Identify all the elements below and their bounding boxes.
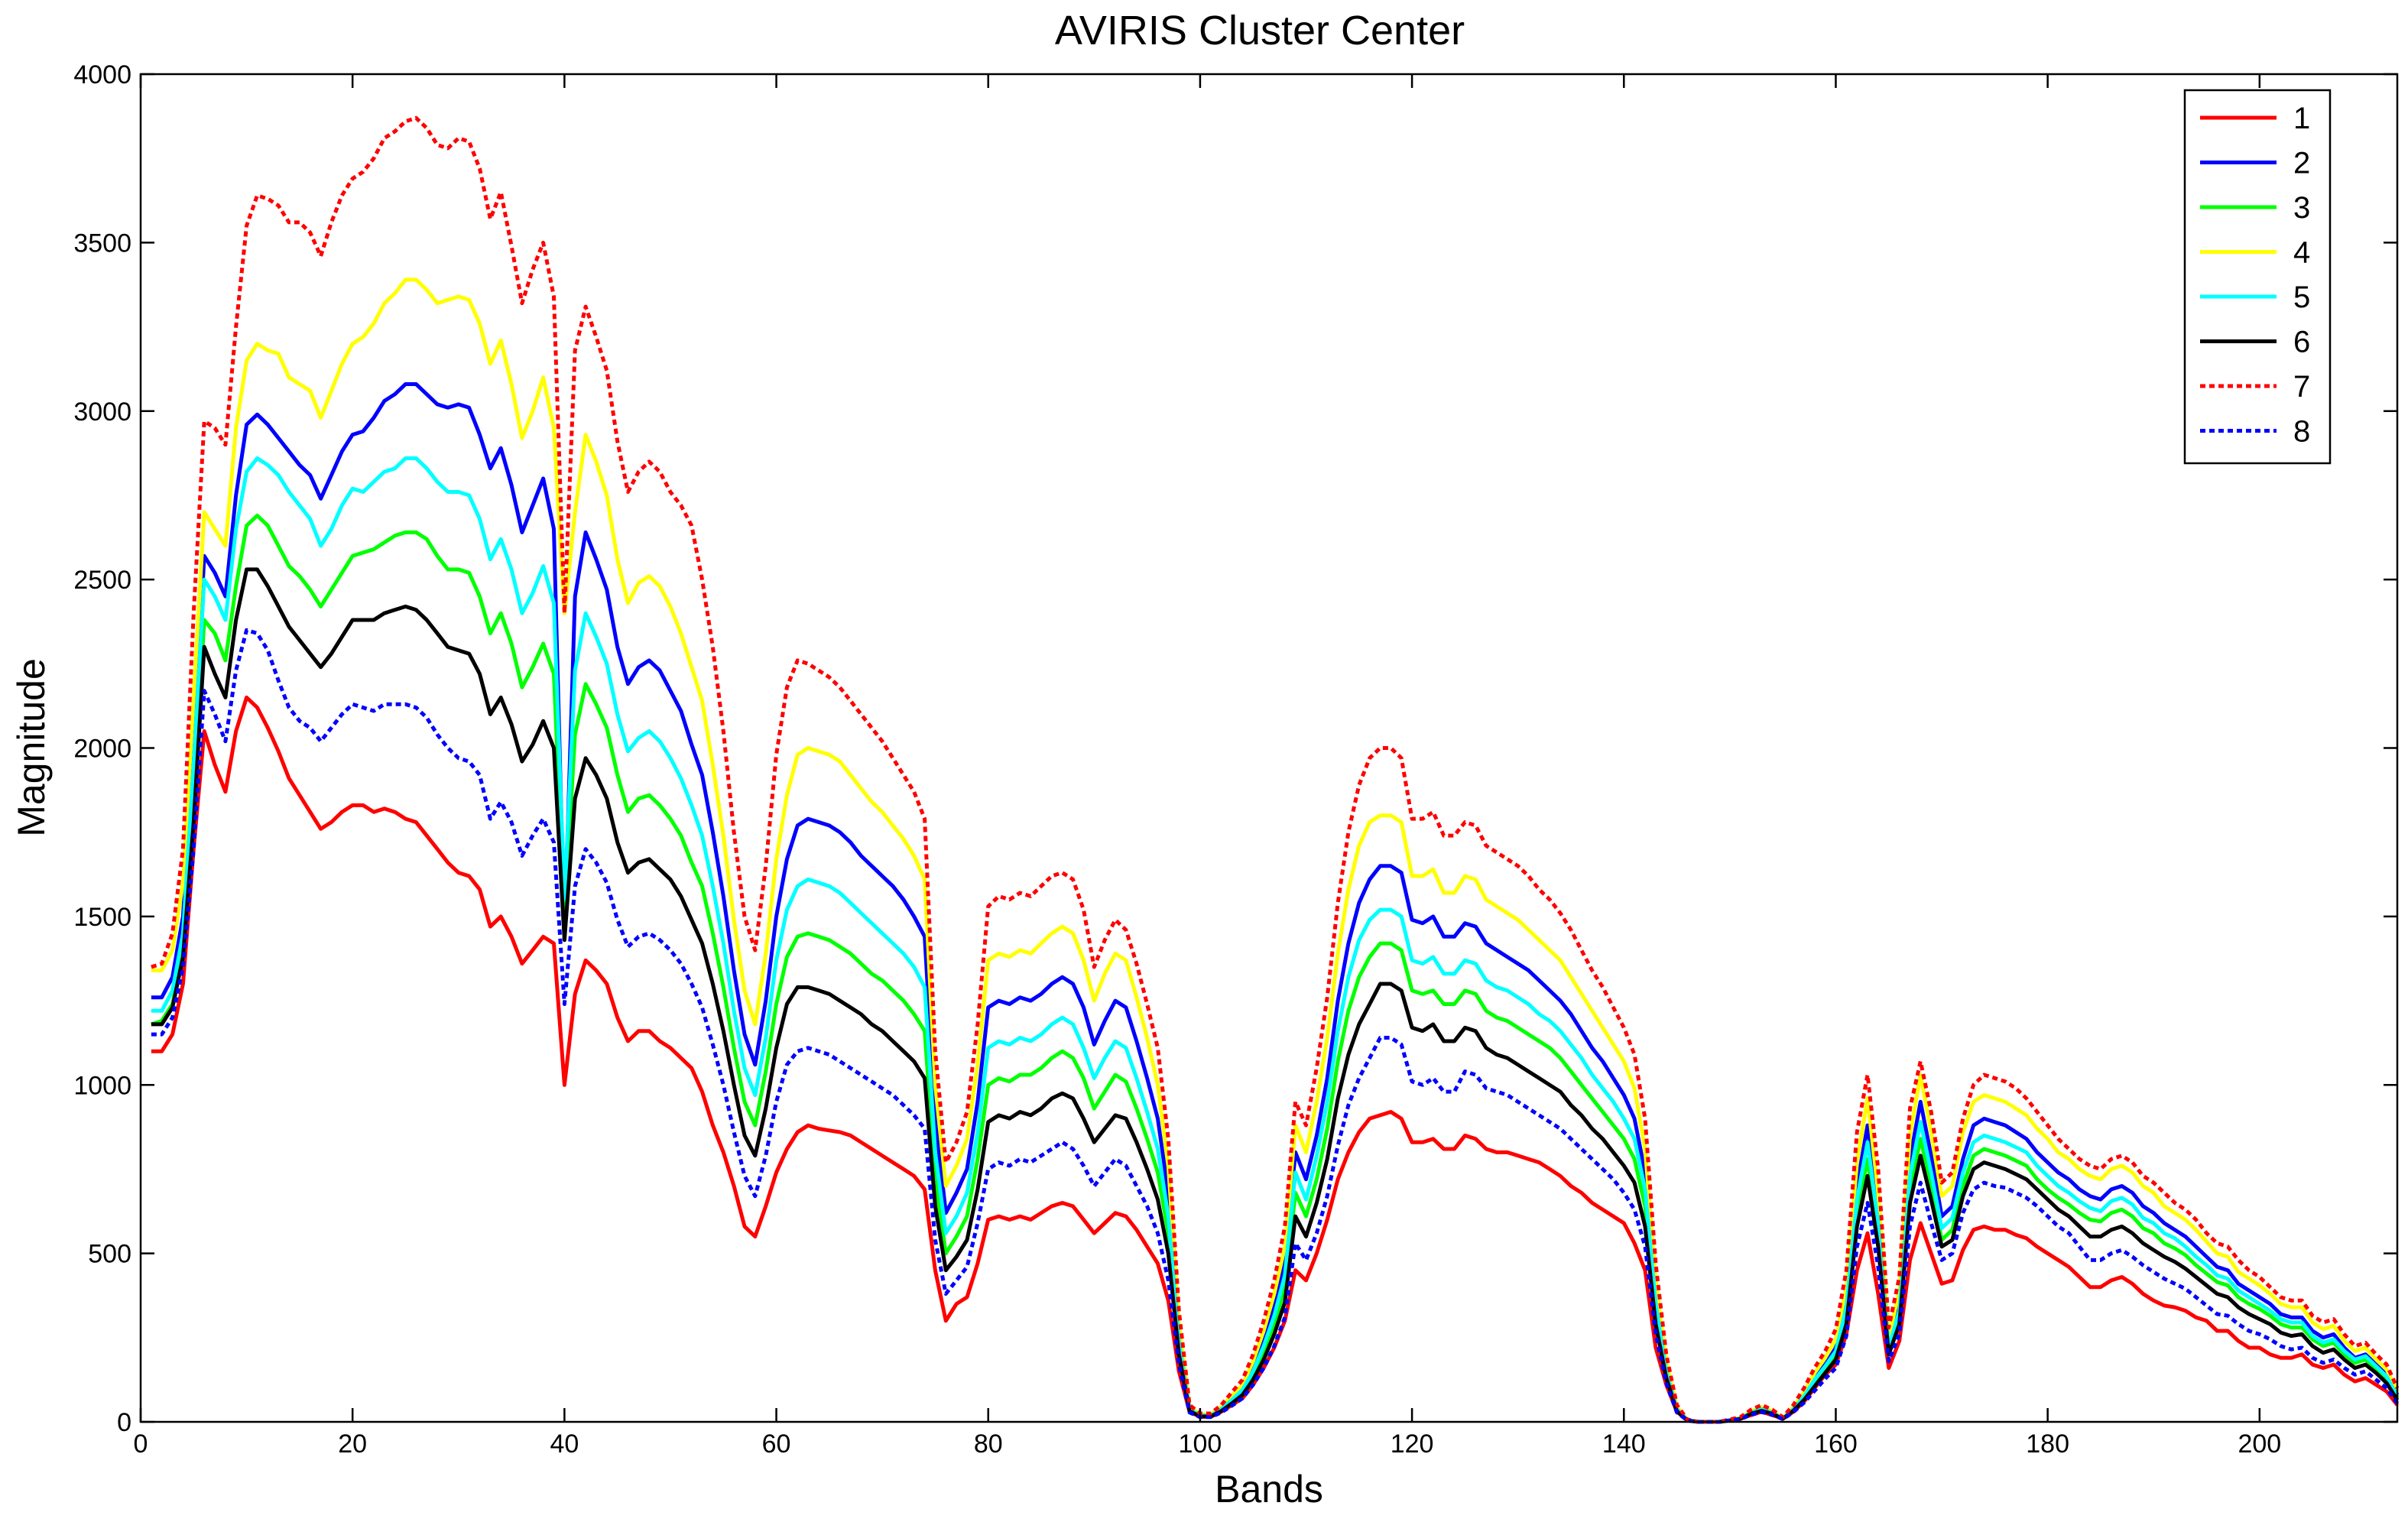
x-tick-label: 0 <box>134 1430 148 1459</box>
x-tick-label: 20 <box>338 1430 367 1459</box>
legend-box <box>2183 89 2332 465</box>
series-line-4 <box>151 277 2400 1424</box>
legend-label-4: 4 <box>2293 236 2310 270</box>
plot-series-group <box>151 115 2400 1424</box>
legend-label-2: 2 <box>2293 147 2310 180</box>
x-tick-label: 80 <box>974 1430 1003 1459</box>
x-axis-label: Bands <box>1215 1468 1323 1511</box>
series-line-3 <box>151 513 2400 1424</box>
x-tick-label: 160 <box>1814 1430 1858 1459</box>
y-axis-ticks: 0 500 1000 1500 2000 2500 3000 3500 4000 <box>73 60 2397 1437</box>
legend-label-6: 6 <box>2293 326 2310 359</box>
x-tick-label: 120 <box>1391 1430 1434 1459</box>
y-tick-label: 3500 <box>73 229 131 258</box>
x-tick-label: 180 <box>2026 1430 2069 1459</box>
y-tick-label: 3000 <box>73 398 131 427</box>
y-tick-label: 500 <box>88 1240 131 1269</box>
y-tick-label: 2500 <box>73 566 131 595</box>
y-tick-label: 1500 <box>73 903 131 932</box>
legend-label-8: 8 <box>2293 415 2310 449</box>
y-tick-label: 4000 <box>73 60 131 89</box>
x-tick-label: 100 <box>1179 1430 1222 1459</box>
x-tick-label: 140 <box>1602 1430 1646 1459</box>
series-line-5 <box>151 456 2400 1424</box>
x-tick-label: 200 <box>2238 1430 2281 1459</box>
legend-label-5: 5 <box>2293 281 2310 314</box>
y-axis-label: Magnitude <box>10 658 53 837</box>
series-line-8 <box>151 628 2400 1424</box>
y-tick-label: 2000 <box>73 735 131 764</box>
x-axis-ticks: 0 20 40 60 80 100 120 140 160 180 200 <box>134 74 2281 1459</box>
legend-label-3: 3 <box>2293 191 2310 225</box>
series-line-7 <box>151 115 2400 1424</box>
y-tick-label: 1000 <box>73 1071 131 1100</box>
legend-label-1: 1 <box>2293 102 2310 135</box>
x-tick-label: 40 <box>550 1430 579 1459</box>
chart-title: AVIRIS Cluster Center <box>1055 8 1465 54</box>
series-line-2 <box>151 382 2400 1424</box>
legend: 1 2 3 4 5 6 7 8 <box>2183 89 2332 465</box>
series-line-6 <box>151 567 2400 1424</box>
legend-label-7: 7 <box>2293 370 2310 404</box>
y-tick-label: 0 <box>117 1408 131 1437</box>
x-tick-label: 60 <box>762 1430 791 1459</box>
